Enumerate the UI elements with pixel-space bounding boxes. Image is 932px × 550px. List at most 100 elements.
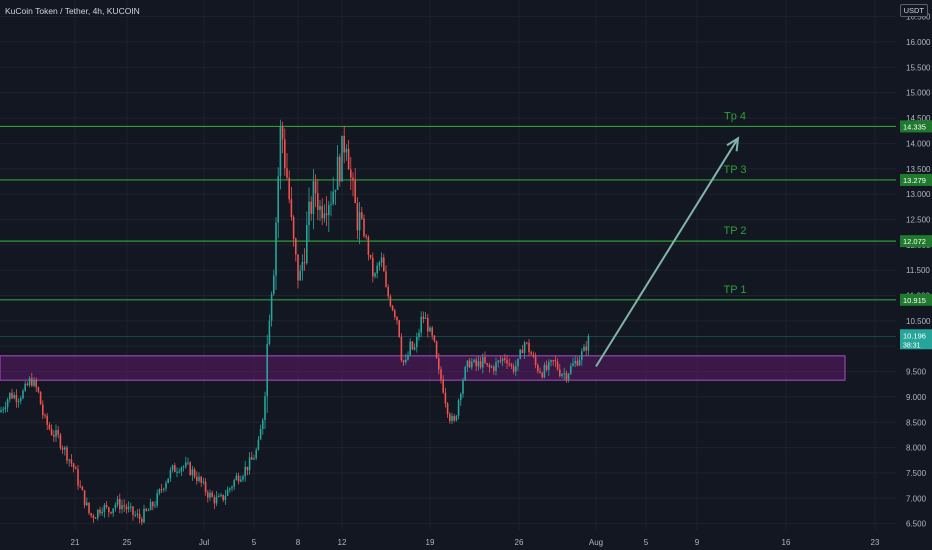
candle-body (574, 360, 576, 364)
candle-body (233, 480, 235, 487)
tp-price-tag (900, 235, 932, 248)
candle-body (396, 316, 398, 321)
candle-body (281, 126, 284, 140)
y-tick-label: 11.500 (906, 266, 930, 275)
candle-body (297, 254, 299, 281)
candle-body (22, 390, 24, 399)
candle-body (306, 224, 308, 264)
candle-body (97, 509, 99, 519)
candle-body (68, 459, 70, 461)
candle-body (237, 475, 240, 482)
candle-body (178, 471, 180, 473)
candle-body (530, 352, 532, 355)
support-zone[interactable] (0, 355, 846, 381)
candle-body (559, 369, 561, 377)
projection-arrow[interactable] (595, 137, 739, 368)
tp-price-value: 14.335 (903, 122, 926, 131)
candle-body (409, 341, 411, 356)
y-tick-label: 14.000 (906, 139, 931, 148)
candle-body (583, 346, 585, 352)
currency-label[interactable]: USDT (899, 4, 928, 17)
candle-body (570, 366, 572, 374)
candle-body (66, 447, 68, 461)
candle-body (180, 467, 183, 472)
candle-body (457, 400, 460, 416)
candle-body (350, 169, 352, 178)
candle-body (567, 373, 570, 380)
candle-body (400, 336, 403, 361)
candle-body (13, 394, 15, 399)
candle-body (343, 135, 345, 153)
tp-label: Tp 4 (724, 110, 746, 122)
candle-body (31, 378, 33, 386)
candle-body (532, 354, 535, 357)
candle-body (136, 513, 139, 515)
candle-body (110, 511, 112, 514)
y-tick-label: 10.500 (906, 317, 931, 326)
candle-body (314, 181, 317, 194)
candle-body (171, 465, 174, 471)
x-tick-label: 26 (515, 538, 524, 547)
candle-body (534, 356, 537, 365)
candle-body (552, 360, 554, 362)
candle-body (75, 467, 77, 470)
candle-body (290, 199, 293, 218)
y-tick-label: 13.500 (906, 165, 931, 174)
candle-body (81, 486, 84, 491)
candle-body (189, 462, 191, 476)
candle-body (385, 271, 387, 287)
candle-body (134, 514, 136, 516)
candle-body (196, 476, 198, 481)
y-tick-label: 16.500 (906, 13, 931, 22)
candle-body (125, 506, 128, 510)
candle-body (127, 506, 130, 510)
candle-body (213, 497, 216, 504)
candle-body (328, 205, 330, 216)
candle-body (413, 347, 416, 350)
candle-body (424, 317, 427, 319)
candle-body (259, 428, 262, 440)
candle-body (429, 327, 431, 332)
candle-body (380, 257, 383, 263)
candle-body (11, 392, 13, 399)
candle-body (484, 357, 486, 364)
y-tick-label: 6.500 (906, 520, 927, 529)
candle-body (477, 361, 480, 367)
candle-body (495, 362, 497, 371)
candle-body (185, 462, 187, 467)
candle-body (2, 409, 4, 411)
candle-body (176, 471, 178, 473)
candle-body (284, 139, 286, 169)
x-tick-label: 16 (782, 538, 791, 547)
candle-body (310, 201, 312, 214)
candle-body (444, 392, 447, 404)
candle-body (226, 489, 229, 496)
candle-body (422, 316, 425, 319)
candle-body (42, 404, 44, 416)
candle-body (92, 515, 95, 518)
candle-body (6, 399, 9, 408)
candle-body (152, 502, 154, 507)
candle-body (275, 222, 277, 276)
candle-body (169, 470, 172, 479)
x-tick-label: 25 (123, 538, 132, 547)
candle-body (174, 465, 176, 473)
candle-body (220, 494, 222, 497)
candle-body (279, 126, 282, 177)
candle-body (352, 177, 354, 181)
candle-body (145, 508, 147, 511)
candle-body (431, 327, 433, 336)
candle-body (53, 434, 55, 437)
candle-body (229, 488, 231, 490)
candle-body (466, 360, 469, 367)
candle-body (475, 359, 477, 367)
candle-body (440, 369, 442, 380)
candle-body (0, 410, 2, 413)
candle-body (163, 488, 165, 490)
candle-body (471, 361, 473, 368)
candle-body (273, 275, 275, 294)
tp-label: TP 1 (723, 284, 746, 296)
candle-body (123, 505, 125, 507)
